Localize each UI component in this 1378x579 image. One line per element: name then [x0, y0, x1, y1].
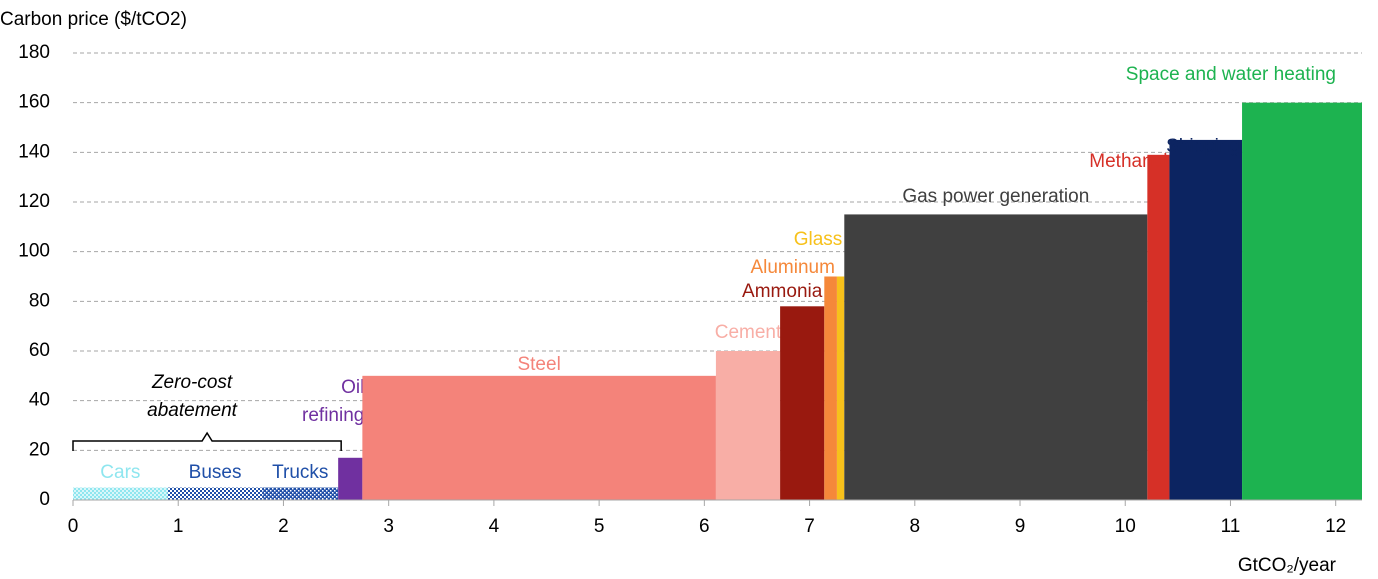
- bracket: [72, 431, 342, 451]
- y-tick-label: 20: [29, 439, 50, 460]
- x-tick-label: 11: [1221, 516, 1241, 537]
- x-tick-label: 0: [68, 516, 79, 537]
- segment-bar: [715, 351, 781, 500]
- segment-label: Space and water heating: [1126, 64, 1336, 85]
- segment-label: Glass: [794, 229, 843, 250]
- y-tick-label: 0: [39, 489, 50, 510]
- segment-bar: [1147, 154, 1170, 501]
- segment-label: Cars: [100, 462, 140, 483]
- segment-bar: [836, 276, 845, 500]
- y-tick-label: 40: [29, 390, 50, 411]
- segment-label: Cement: [715, 322, 782, 343]
- y-tick-label: 60: [29, 340, 50, 361]
- x-axis-label: GtCO₂/year: [1238, 555, 1337, 576]
- y-tick-label: 100: [18, 241, 50, 262]
- segment-bar: [1169, 139, 1243, 500]
- segment-bar: [824, 276, 837, 500]
- segment-bar: [1242, 102, 1362, 501]
- y-axis-label: Carbon price ($/tCO2): [0, 9, 187, 30]
- segment-label: Shipping: [1166, 136, 1240, 157]
- annotation: abatement: [147, 400, 238, 421]
- segment-label: Ammonia: [742, 281, 823, 302]
- segment-bar: [362, 375, 716, 500]
- y-tick-label: 80: [29, 290, 50, 311]
- y-tick-label: 180: [18, 42, 50, 63]
- segment-bar: [167, 487, 263, 500]
- x-tick-label: 1: [173, 516, 184, 537]
- segment-bar: [780, 306, 825, 500]
- x-tick-label: 6: [699, 516, 710, 537]
- segment-bar: [844, 214, 1148, 500]
- x-tick-label: 2: [278, 516, 289, 537]
- segment-bar: [338, 457, 363, 500]
- x-tick-label: 7: [804, 516, 815, 537]
- y-tick-label: 160: [18, 92, 50, 113]
- x-tick-label: 3: [383, 516, 394, 537]
- x-tick-label: 4: [489, 516, 500, 537]
- segment-bar: [73, 487, 168, 500]
- segment-label: Oil: [341, 377, 364, 398]
- segment-label: refining: [302, 405, 364, 426]
- segment-label: Methanol: [1089, 151, 1167, 172]
- segment-label: Buses: [189, 462, 242, 483]
- x-tick-label: 12: [1325, 516, 1346, 537]
- segment-bar: [262, 487, 339, 500]
- y-tick-label: 120: [18, 191, 50, 212]
- y-tick-label: 140: [18, 141, 50, 162]
- x-tick-label: 9: [1015, 516, 1026, 537]
- annotation: Zero-cost: [151, 372, 233, 393]
- x-tick-label: 8: [910, 516, 921, 537]
- x-tick-label: 10: [1115, 516, 1136, 537]
- segment-label: Gas power generation: [902, 186, 1089, 207]
- segment-label: Aluminum: [750, 257, 834, 278]
- segment-label: Trucks: [272, 462, 328, 483]
- x-tick-label: 5: [594, 516, 605, 537]
- segment-label: Steel: [517, 354, 560, 375]
